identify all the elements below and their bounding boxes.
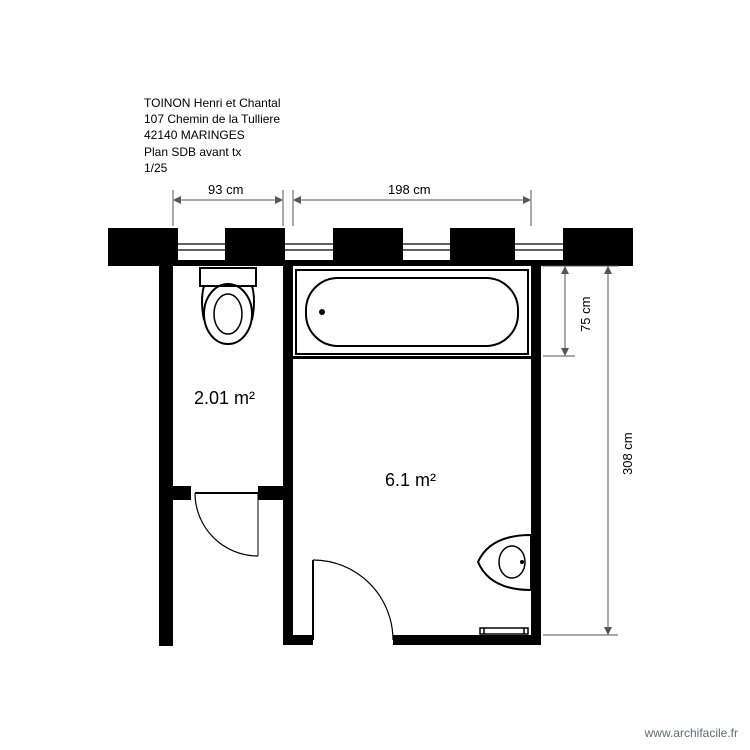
floor-plan-canvas: TOINON Henri et Chantal 107 Chemin de la… [0, 0, 750, 750]
area-wc: 2.01 m² [194, 388, 255, 409]
dim-right-upper: 75 cm [578, 297, 593, 332]
area-bath: 6.1 m² [385, 470, 436, 491]
dim-top-left: 93 cm [208, 182, 243, 197]
dim-right-full: 308 cm [620, 432, 635, 475]
dimensions-svg [0, 0, 750, 750]
dim-top-right: 198 cm [388, 182, 431, 197]
watermark: www.archifacile.fr [645, 726, 738, 740]
